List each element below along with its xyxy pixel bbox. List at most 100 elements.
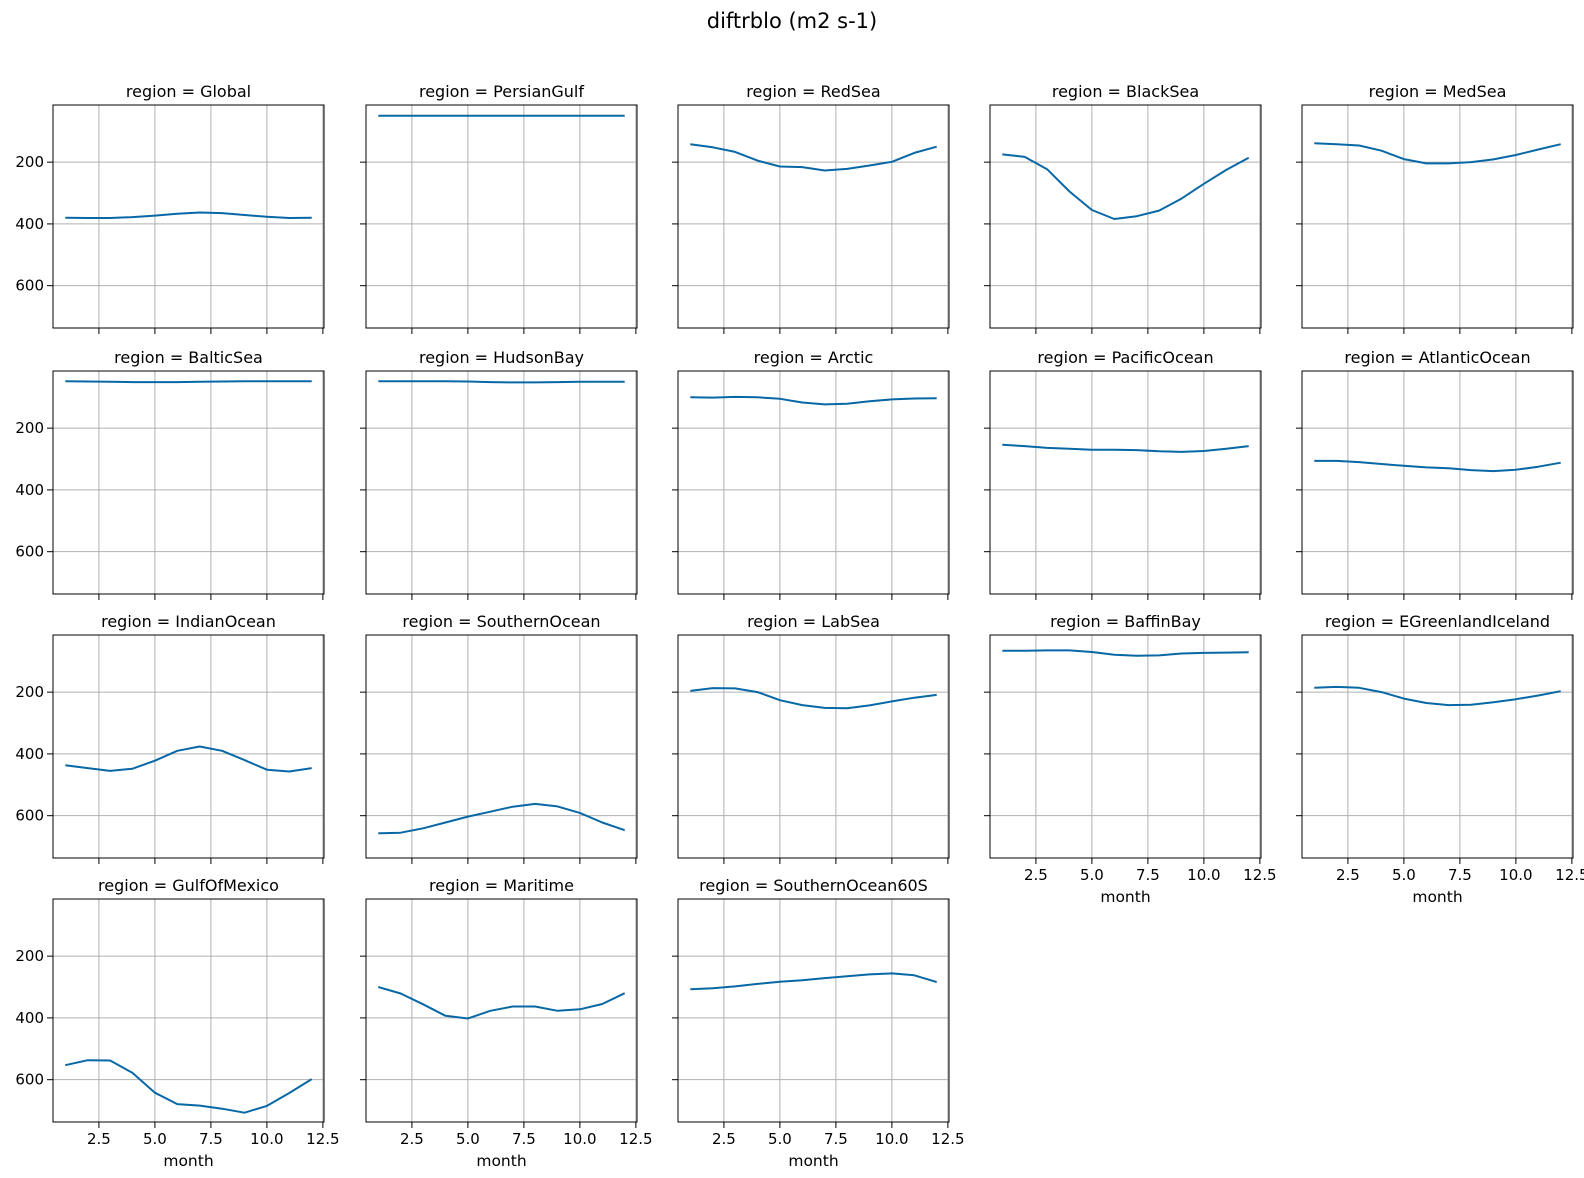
series-line-IndianOcean: [65, 745, 312, 773]
y-tick-label: 200: [15, 683, 44, 701]
panel-title: region = GulfOfMexico: [98, 876, 279, 895]
axes-frame: [365, 898, 638, 1123]
panel-title: region = HudsonBay: [419, 348, 584, 367]
panel-GulfOfMexico: region = GulfOfMexico 200 400 600 2.5 5.0 7.5 1…: [15, 876, 339, 1170]
axes-frame: [677, 898, 950, 1123]
x-axis-label: month: [476, 1152, 526, 1170]
series-line-BlackSea: [1002, 153, 1250, 220]
axes-frame: [1301, 104, 1574, 329]
x-tick-label: 10.0: [1187, 866, 1220, 884]
axes-frame: [1301, 370, 1574, 595]
x-tick-label: 10.0: [250, 1130, 283, 1148]
x-tick-label: 7.5: [199, 1130, 223, 1148]
panel-title: region = BaffinBay: [1050, 612, 1201, 631]
panel-title: region = Maritime: [429, 876, 574, 895]
axes-frame: [1301, 634, 1574, 859]
panel-Maritime: region = Maritime 2.5 5.0 7.5 10.0 12.5 month: [360, 876, 653, 1170]
x-tick-label: 12.5: [931, 1130, 964, 1148]
y-tick-label: 600: [15, 543, 44, 561]
panel-title: region = RedSea: [746, 82, 880, 101]
y-tick-label: 400: [15, 481, 44, 499]
panel-title: region = IndianOcean: [101, 612, 276, 631]
panel-AtlanticOcean: region = AtlanticOcean: [1296, 348, 1574, 600]
x-tick-label: 7.5: [824, 1130, 848, 1148]
series-line-AtlanticOcean: [1314, 459, 1561, 473]
panel-SouthernOcean: region = SouthernOcean: [360, 612, 638, 864]
x-tick-label: 5.0: [1392, 866, 1416, 884]
series-line-LabSea: [690, 687, 937, 710]
panel-HudsonBay: region = HudsonBay: [360, 348, 638, 600]
x-tick-label: 2.5: [1024, 866, 1048, 884]
panel-PacificOcean: region = PacificOcean: [984, 348, 1262, 600]
x-tick-label: 10.0: [875, 1130, 908, 1148]
x-tick-label: 12.5: [619, 1130, 652, 1148]
series-line-Maritime: [378, 986, 626, 1020]
axes-frame: [677, 104, 950, 329]
axes-frame: [52, 104, 325, 329]
series-line-SouthernOcean60S: [690, 972, 937, 991]
x-tick-label: 2.5: [712, 1130, 736, 1148]
panel-BalticSea: region = BalticSea 200 400 600: [15, 348, 325, 600]
axes-frame: [52, 370, 325, 595]
panels-grid: region = Global 200 400 600 region = Persian…: [15, 82, 1584, 1170]
x-tick-label: 7.5: [1448, 866, 1472, 884]
x-tick-label: 2.5: [1336, 866, 1360, 884]
panel-MedSea: region = MedSea: [1296, 82, 1574, 334]
axes-frame: [52, 898, 325, 1123]
series-line-EGreenlandIceland: [1314, 685, 1561, 707]
series-line-BaffinBay: [1002, 649, 1249, 657]
axes-frame: [365, 370, 638, 595]
panel-title: region = MedSea: [1369, 82, 1507, 101]
x-tick-label: 7.5: [1136, 866, 1160, 884]
x-tick-label: 5.0: [456, 1130, 480, 1148]
panel-Arctic: region = Arctic: [672, 348, 950, 600]
x-tick-label: 7.5: [512, 1130, 536, 1148]
x-tick-label: 5.0: [143, 1130, 167, 1148]
panel-IndianOcean: region = IndianOcean 200 400 600: [15, 612, 325, 864]
series-line-Arctic: [690, 395, 937, 406]
x-axis-label: month: [163, 1152, 213, 1170]
x-axis-label: month: [788, 1152, 838, 1170]
panel-LabSea: region = LabSea: [672, 612, 950, 864]
y-tick-label: 600: [15, 277, 44, 295]
panel-title: region = AtlanticOcean: [1344, 348, 1530, 367]
panel-EGreenlandIceland: region = EGreenlandIceland 2.5 5.0 7.5 10.0 1…: [1296, 612, 1584, 906]
series-line-RedSea: [690, 143, 937, 172]
x-tick-label: 2.5: [400, 1130, 424, 1148]
panel-Global: region = Global 200 400 600: [15, 82, 325, 334]
series-line-BalticSea: [65, 380, 312, 384]
panel-title: region = BlackSea: [1052, 82, 1199, 101]
panel-title: region = LabSea: [747, 612, 880, 631]
series-line-SouthernOcean: [378, 802, 626, 835]
x-axis-label: month: [1100, 888, 1150, 906]
axes-frame: [989, 634, 1262, 859]
y-tick-label: 400: [15, 215, 44, 233]
x-axis-label: month: [1412, 888, 1462, 906]
series-line-HudsonBay: [378, 380, 625, 384]
x-tick-label: 5.0: [768, 1130, 792, 1148]
x-tick-label: 12.5: [1555, 866, 1584, 884]
series-line-MedSea: [1314, 142, 1561, 165]
axes-frame: [365, 104, 638, 329]
x-tick-label: 12.5: [1243, 866, 1276, 884]
panel-BlackSea: region = BlackSea: [984, 82, 1262, 334]
y-tick-label: 200: [15, 153, 44, 171]
y-tick-label: 600: [15, 1071, 44, 1089]
y-tick-label: 200: [15, 947, 44, 965]
panel-SouthernOcean60S: region = SouthernOcean60S 2.5 5.0 7.5 10.0 12…: [672, 876, 965, 1170]
axes-frame: [52, 634, 325, 859]
panel-title: region = Global: [126, 82, 251, 101]
panel-title: region = SouthernOcean: [402, 612, 600, 631]
axes-frame: [365, 634, 638, 859]
axes-frame: [677, 370, 950, 595]
panel-title: region = PacificOcean: [1037, 348, 1213, 367]
x-tick-label: 10.0: [1499, 866, 1532, 884]
panel-BaffinBay: region = BaffinBay 2.5 5.0 7.5 10.0 12.5 month: [984, 612, 1277, 906]
panel-title: region = SouthernOcean60S: [699, 876, 928, 895]
x-tick-label: 2.5: [87, 1130, 111, 1148]
axes-frame: [677, 634, 950, 859]
y-tick-label: 400: [15, 1009, 44, 1027]
axes-frame: [989, 104, 1262, 329]
panel-title: region = BalticSea: [114, 348, 263, 367]
x-tick-label: 5.0: [1080, 866, 1104, 884]
